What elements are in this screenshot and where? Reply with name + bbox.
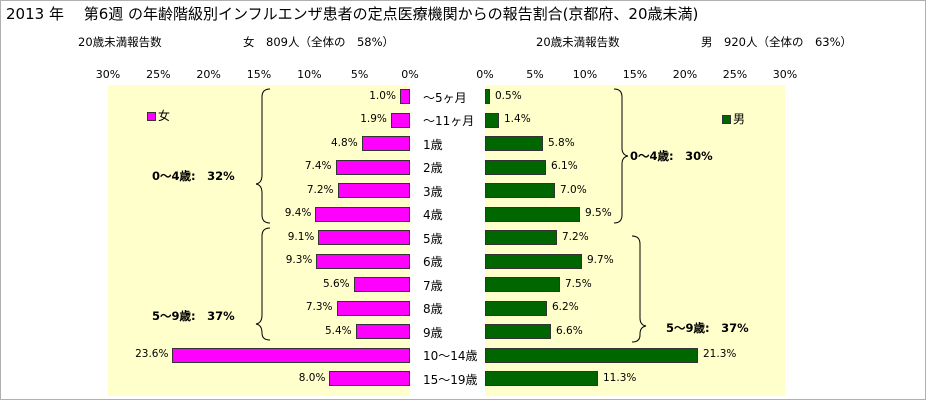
female-tick-label: 10% [297,68,322,81]
male-value-label: 7.2% [562,230,589,243]
male-bar [485,183,555,199]
left-header-label: 20歳未満報告数 [78,35,162,49]
female-value-label: 23.6% [135,348,169,361]
male-bar [485,159,546,175]
male-bar [485,371,598,387]
category-label: 1歳 [423,137,443,152]
male-tick-label: 15% [622,68,648,81]
right-header-label: 20歳未満報告数 [536,35,620,49]
female-bar [336,300,410,316]
female-tick-label: 0% [401,68,419,81]
female-legend-label: 女 [158,109,171,123]
male-bar [485,324,551,340]
female-bar [315,206,410,222]
male-value-label: 6.2% [552,301,579,314]
female-value-label: 8.0% [298,371,326,384]
female-value-label: 7.4% [304,160,332,173]
category-label: ～11ヶ月 [423,114,475,129]
female-bar [172,347,410,363]
female-value-label: 7.3% [305,301,333,314]
female-bar [316,253,410,269]
male-legend-label: 男 [733,112,746,126]
female-tick-label: 5% [350,68,369,81]
male-value-label: 1.4% [504,113,531,126]
male-bar [485,136,543,152]
male-bar [485,112,499,128]
male-value-label: 6.1% [551,160,578,173]
male-tick-label: 30% [772,68,798,81]
male-tick-label: 10% [572,68,598,81]
female-bar [390,112,410,128]
male-group-5-9: 5～9歳: 37% [666,321,749,335]
female-tick-label: 20% [196,68,221,81]
female-bar [329,371,410,387]
female-bar [335,159,410,175]
category-label: 6歳 [423,255,443,270]
male-brace-5-9 [631,235,647,343]
female-brace-0-4 [255,88,271,224]
female-bar [318,230,410,246]
category-label: 3歳 [423,184,443,199]
female-tick-label: 25% [146,68,171,81]
female-value-label: 5.4% [324,324,352,337]
female-value-label: 1.9% [360,113,387,126]
female-legend: 女 [147,107,170,124]
female-tick-label: 30% [95,68,121,81]
female-value-label: 9.4% [284,207,312,220]
category-label: 15～19歳 [423,372,478,387]
male-tick-label: 0% [476,68,494,81]
female-group-0-4: 0～4歳: 32% [152,169,235,183]
right-header-summary: 男 920人（全体の 63%） [701,35,853,49]
category-label: 7歳 [423,278,443,293]
female-bar [337,183,410,199]
male-bar [485,89,490,105]
category-label: 8歳 [423,302,443,317]
female-legend-swatch [147,112,156,121]
category-label: 9歳 [423,325,443,340]
male-bar [485,300,547,316]
chart-title: 2013 年 第6週 の年齢階級別インフルエンザ患者の定点医療機関からの報告割合… [6,5,699,23]
female-value-label: 7.2% [306,183,334,196]
female-bar [399,89,410,105]
female-tick-label: 15% [246,68,272,81]
male-value-label: 9.5% [585,207,612,220]
male-bar [485,253,582,269]
category-label: 5歳 [423,231,443,246]
male-value-label: 11.3% [603,371,637,384]
male-value-label: 0.5% [495,89,522,102]
category-label: 2歳 [423,161,443,176]
female-value-label: 1.0% [369,89,396,102]
female-bar [355,324,410,340]
male-bar [485,206,580,222]
category-label: ～5ヶ月 [423,90,467,105]
male-bar [485,277,560,293]
female-value-label: 4.8% [331,136,358,149]
male-tick-label: 20% [672,68,698,81]
left-header-summary: 女 809人（全体の 58%） [243,35,395,49]
female-bar [353,277,410,293]
male-value-label: 9.7% [587,254,614,267]
female-value-label: 9.1% [287,230,315,243]
category-label: 10～14歳 [423,349,478,364]
female-value-label: 5.6% [322,277,350,290]
male-value-label: 6.6% [556,324,583,337]
male-tick-label: 5% [526,68,544,81]
male-value-label: 5.8% [548,136,575,149]
male-value-label: 21.3% [703,348,737,361]
male-bar [485,230,557,246]
male-legend-swatch [722,115,731,124]
male-legend: 男 [722,110,745,127]
female-value-label: 9.3% [285,254,313,267]
category-label: 4歳 [423,208,443,223]
male-value-label: 7.5% [565,277,592,290]
female-bar [361,136,410,152]
male-tick-label: 25% [722,68,748,81]
male-brace-0-4 [613,88,629,224]
male-value-label: 7.0% [560,183,587,196]
female-brace-5-9 [255,227,271,341]
female-group-5-9: 5～9歳: 37% [152,309,235,323]
male-group-0-4: 0～4歳: 30% [630,149,713,163]
male-bar [485,347,698,363]
